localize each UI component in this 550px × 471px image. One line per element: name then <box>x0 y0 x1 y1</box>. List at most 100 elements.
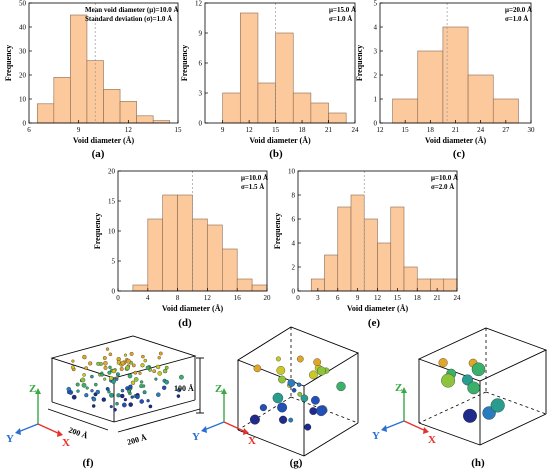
y-axis-head <box>201 426 207 433</box>
y-tick-label: 10 <box>19 96 27 104</box>
void-sphere <box>158 351 163 356</box>
histogram-bar <box>292 92 312 124</box>
void-sphere <box>139 384 144 389</box>
axis-triad-h: Z Y X <box>372 382 436 446</box>
void-sphere <box>133 370 138 375</box>
histogram-bar <box>467 74 494 124</box>
histogram-bar <box>236 278 253 292</box>
void-sphere <box>272 392 284 404</box>
void-sphere <box>157 356 161 360</box>
y-tick-label: 9 <box>199 30 203 38</box>
void-sphere <box>309 370 318 380</box>
void-sphere <box>81 382 87 388</box>
voids-f <box>66 347 184 412</box>
void-sphere <box>107 370 112 375</box>
y-tick-label: 0 <box>292 288 296 296</box>
plot-frame <box>28 2 179 124</box>
void-sphere <box>107 390 111 394</box>
z-axis-head <box>35 388 41 394</box>
panel-f: 100 Å 200 Å 200 Å Z Y X (f) <box>6 335 204 469</box>
panel-label: (c) <box>453 148 466 160</box>
box-f-edge <box>113 399 196 423</box>
void-sphere <box>113 407 117 412</box>
histogram-bar <box>70 14 88 124</box>
void-sphere <box>76 389 80 393</box>
x-tick-label: 9 <box>356 294 360 302</box>
x-tick-label: 8 <box>176 294 180 302</box>
void-sphere <box>141 354 145 359</box>
void-sphere <box>287 379 296 387</box>
y-tick-label: 10 <box>288 168 296 176</box>
void-sphere <box>157 371 162 376</box>
void-sphere <box>121 402 127 408</box>
dim-line-width <box>117 408 201 433</box>
x-tick-label: 21 <box>452 126 460 134</box>
histogram-bar <box>310 102 329 124</box>
panel-label: (b) <box>269 148 283 160</box>
y-tick-label: 15 <box>108 198 116 206</box>
void-sphere <box>123 397 128 402</box>
x-tick-label: 21 <box>325 126 333 134</box>
x-tick-label: 6 <box>27 126 31 134</box>
void-sphere <box>297 391 303 397</box>
x-tick-label: 9 <box>221 126 225 134</box>
void-sphere <box>127 389 131 394</box>
void-sphere <box>276 366 286 375</box>
y-axis-label: Y <box>6 433 14 445</box>
void-sphere <box>126 358 131 364</box>
panel-label-f: (f) <box>83 457 94 469</box>
panel-label-g: (g) <box>290 457 303 469</box>
histogram-bar <box>192 218 208 292</box>
void-sphere <box>156 392 161 397</box>
dim-line-depth <box>47 408 109 431</box>
y-axis-head <box>15 428 21 435</box>
histogram-bar <box>222 248 238 292</box>
void-sphere <box>336 381 346 392</box>
void-sphere <box>438 358 448 368</box>
void-sphere <box>139 380 144 384</box>
dim-height-label: 100 Å <box>174 384 194 393</box>
void-sphere <box>309 407 318 415</box>
y-tick-label: 40 <box>19 24 27 32</box>
void-sphere <box>138 371 142 375</box>
void-sphere <box>313 358 322 367</box>
void-sphere <box>128 384 133 389</box>
void-sphere <box>441 373 456 388</box>
x-axis-head <box>423 427 429 434</box>
y-axis-arrow <box>17 423 39 433</box>
y-tick-label: 8 <box>292 192 296 200</box>
histogram-bar <box>103 89 121 124</box>
z-axis-label: Z <box>29 383 36 395</box>
void-sphere <box>96 361 101 366</box>
panel-g: Z Y X (g) <box>192 326 360 469</box>
void-sphere <box>120 393 125 399</box>
void-sphere <box>108 352 113 357</box>
x-tick-label: 9 <box>77 126 81 134</box>
x-tick-label: 6 <box>336 294 340 302</box>
void-sphere <box>71 359 75 363</box>
void-sphere <box>152 369 157 374</box>
x-tick-label: 18 <box>414 294 422 302</box>
void-sphere <box>100 373 104 377</box>
y-tick-label: 0 <box>23 120 27 128</box>
void-sphere <box>140 363 145 368</box>
void-sphere <box>304 423 312 431</box>
annotation: σ=1.0 Å <box>329 15 352 23</box>
void-sphere <box>316 366 327 376</box>
void-sphere <box>109 376 114 381</box>
void-sphere <box>490 398 505 413</box>
void-sphere <box>139 399 144 404</box>
histogram-bar <box>275 32 294 124</box>
z-axis-label: Z <box>395 382 402 394</box>
x-tick-label: 0 <box>116 294 120 302</box>
void-sphere <box>103 361 108 366</box>
histogram-bar <box>443 278 458 292</box>
x-axis-label: X <box>248 435 256 447</box>
void-sphere <box>249 414 260 425</box>
void-sphere <box>146 399 150 403</box>
void-sphere <box>471 362 486 377</box>
void-sphere <box>143 358 148 363</box>
panel-label: (d) <box>178 317 192 329</box>
x-tick-label: 24 <box>352 126 360 134</box>
void-sphere <box>142 390 147 395</box>
